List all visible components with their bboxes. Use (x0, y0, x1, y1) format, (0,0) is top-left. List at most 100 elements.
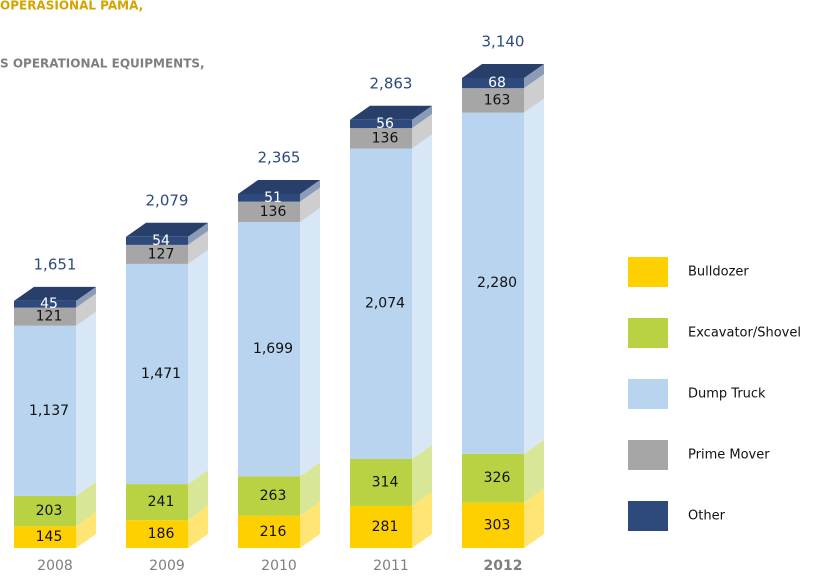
bar-segment (14, 325, 76, 496)
bar-segment (126, 236, 188, 245)
legend-swatch (628, 501, 668, 531)
legend-swatch (628, 318, 668, 348)
value-label: 163 (484, 92, 511, 108)
bar-side (412, 134, 432, 459)
x-tick-label: 2012 (484, 558, 523, 574)
total-label: 1,651 (34, 255, 77, 273)
bar-side (412, 491, 432, 548)
value-label: 127 (148, 246, 175, 262)
bar-side (188, 230, 208, 264)
bar-segment (462, 88, 524, 113)
value-label: 186 (148, 526, 175, 542)
value-label: 136 (260, 204, 287, 220)
bar-side (300, 187, 320, 222)
bar-side (300, 462, 320, 516)
bar-side (412, 105, 432, 129)
value-label: 45 (40, 296, 58, 312)
total-label: 3,140 (482, 33, 525, 51)
bar-side (412, 444, 432, 506)
value-label: 68 (488, 75, 506, 91)
bar-side (76, 293, 96, 326)
bar-side (524, 488, 544, 548)
bar-segment (350, 458, 412, 506)
bar-segment (14, 495, 76, 527)
legend-label: Dump Truck (688, 387, 766, 402)
bar-segment (14, 526, 76, 548)
value-label: 2,074 (365, 296, 405, 312)
bar-segment (238, 194, 300, 202)
legend-label: Prime Mover (688, 448, 770, 463)
bar-segment (238, 476, 300, 516)
value-label: 56 (376, 116, 394, 132)
bar-top (238, 180, 320, 195)
bar-side (524, 64, 544, 89)
bar-segment (126, 263, 188, 485)
bar-segment (14, 307, 76, 326)
x-tick-label: 2009 (149, 558, 185, 574)
chart-subtitle: S OPERATIONAL EQUIPMENTS, (0, 57, 205, 71)
value-label: 216 (260, 524, 287, 540)
bar-side (300, 180, 320, 202)
value-label: 51 (264, 190, 282, 206)
value-label: 136 (372, 130, 399, 146)
bar-segment (350, 148, 412, 459)
value-label: 303 (484, 517, 511, 533)
bar-side (76, 311, 96, 496)
legend-swatch (628, 440, 668, 470)
bar-side (76, 286, 96, 308)
x-tick-label: 2011 (373, 558, 409, 574)
bar-segment (126, 244, 188, 264)
bar-segment (126, 484, 188, 521)
bar-side (300, 501, 320, 548)
total-label: 2,365 (258, 149, 301, 167)
value-label: 145 (36, 529, 63, 545)
bar-side (300, 207, 320, 477)
total-label: 2,079 (146, 191, 189, 209)
bar-segment (462, 78, 524, 89)
value-label: 241 (148, 494, 175, 510)
value-label: 1,699 (253, 341, 293, 357)
bar-side (76, 512, 96, 548)
bar-segment (462, 112, 524, 454)
bar-segment (14, 300, 76, 308)
bar-side (524, 98, 544, 454)
bar-top (462, 64, 544, 78)
legend-swatch (628, 257, 668, 287)
legend-label: Bulldozer (688, 265, 749, 280)
bar-top (350, 105, 432, 120)
bar-top (126, 222, 208, 237)
value-label: 1,471 (141, 366, 181, 382)
value-label: 326 (484, 470, 511, 486)
bar-side (188, 506, 208, 548)
value-label: 281 (372, 519, 399, 535)
bar-side (76, 481, 96, 527)
bar-side (188, 249, 208, 485)
x-tick-label: 2008 (37, 558, 73, 574)
legend-label: Other (688, 509, 726, 524)
value-label: 1,137 (29, 403, 69, 419)
bar-side (188, 470, 208, 521)
value-label: 54 (152, 233, 170, 249)
value-label: 314 (372, 474, 399, 490)
legend-label: Excavator/Shovel (688, 326, 801, 341)
bar-top (14, 286, 96, 301)
bar-segment (350, 128, 412, 149)
value-label: 203 (36, 503, 63, 519)
bar-segment (462, 502, 524, 548)
bar-side (524, 74, 544, 113)
x-tick-label: 2010 (261, 558, 297, 574)
value-label: 263 (260, 488, 287, 504)
bar-segment (126, 520, 188, 548)
bar-segment (238, 201, 300, 222)
bar-segment (462, 453, 524, 503)
legend-swatch (628, 379, 668, 409)
bar-segment (350, 505, 412, 548)
value-label: 121 (36, 309, 63, 325)
bar-segment (238, 515, 300, 548)
value-label: 2,280 (477, 275, 517, 291)
bar-segment (350, 119, 412, 129)
bar-side (412, 114, 432, 149)
total-label: 2,863 (370, 74, 413, 92)
bar-segment (238, 221, 300, 477)
